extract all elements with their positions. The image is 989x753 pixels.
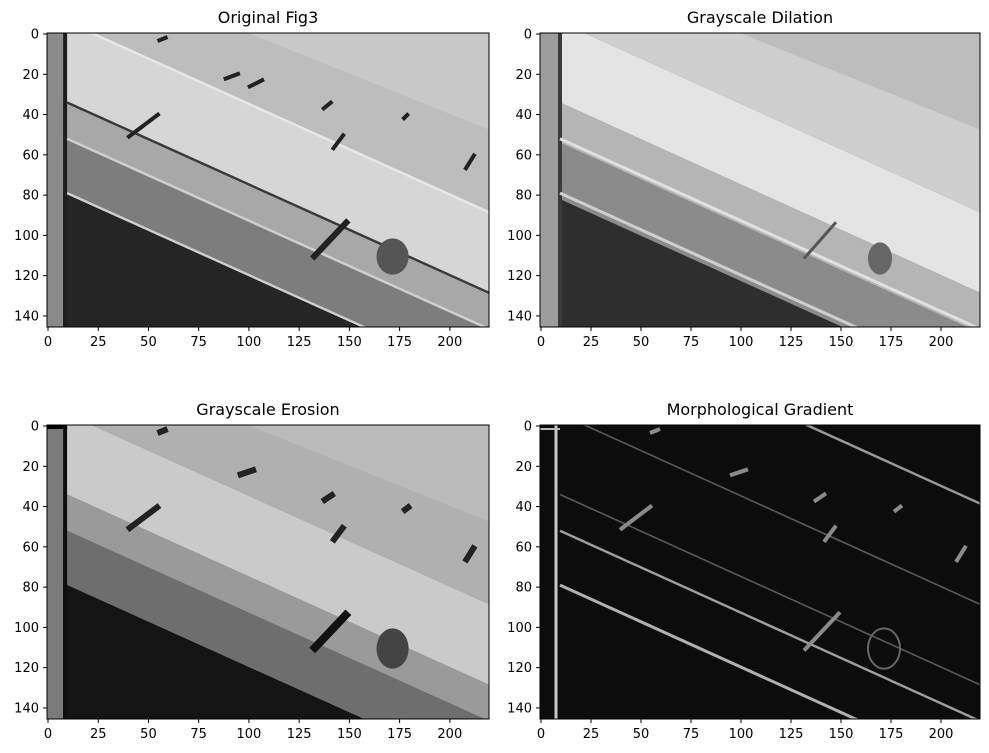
y-tick-label: 140 (507, 701, 532, 716)
panel-title: Morphological Gradient (666, 400, 854, 419)
morphology-image (540, 33, 980, 327)
y-tick-label: 20 (515, 460, 532, 475)
x-tick-label: 0 (537, 727, 545, 742)
y-tick-label: 20 (22, 68, 39, 83)
x-tick-label: 150 (337, 727, 362, 742)
y-tick-label: 80 (515, 189, 532, 204)
y-tick-label: 80 (515, 581, 532, 596)
x-tick-label: 125 (779, 727, 804, 742)
y-tick-label: 0 (31, 28, 39, 43)
x-tick-label: 25 (90, 335, 107, 350)
y-tick-label: 140 (14, 701, 39, 716)
x-tick-label: 175 (387, 727, 412, 742)
x-tick-label: 25 (583, 727, 600, 742)
x-tick-label: 100 (236, 727, 261, 742)
x-tick-label: 50 (140, 335, 157, 350)
y-tick-label: 100 (507, 229, 532, 244)
y-tick-label: 60 (515, 148, 532, 163)
y-tick-label: 60 (22, 148, 39, 163)
y-tick-label: 0 (31, 420, 39, 435)
x-tick-label: 150 (829, 727, 854, 742)
morphology-image (47, 425, 489, 719)
y-tick-label: 60 (515, 540, 532, 555)
x-tick-label: 150 (829, 335, 854, 350)
y-tick-label: 80 (22, 189, 39, 204)
y-tick-label: 120 (14, 661, 39, 676)
x-tick-label: 125 (287, 727, 312, 742)
y-tick-label: 120 (507, 269, 532, 284)
y-tick-label: 140 (14, 309, 39, 324)
x-tick-label: 200 (929, 335, 954, 350)
axes-frame (46, 424, 490, 720)
y-tick-label: 120 (507, 661, 532, 676)
y-tick-label: 40 (515, 500, 532, 515)
x-tick-label: 175 (387, 335, 412, 350)
x-tick-label: 0 (44, 335, 52, 350)
y-tick-label: 80 (22, 581, 39, 596)
axes-frame (539, 424, 981, 720)
y-tick-label: 40 (515, 108, 532, 123)
morphology-image (540, 425, 980, 719)
panel-title: Original Fig3 (217, 8, 319, 27)
x-tick-label: 125 (779, 335, 804, 350)
morphology-image (47, 33, 489, 327)
y-tick-label: 120 (14, 269, 39, 284)
x-tick-label: 0 (44, 727, 52, 742)
x-tick-label: 100 (729, 335, 754, 350)
x-tick-label: 175 (879, 335, 904, 350)
x-tick-label: 175 (879, 727, 904, 742)
x-tick-label: 100 (729, 727, 754, 742)
y-tick-label: 0 (524, 420, 532, 435)
x-tick-label: 200 (929, 727, 954, 742)
x-tick-label: 50 (633, 335, 650, 350)
y-tick-label: 100 (507, 621, 532, 636)
panel-title: Grayscale Erosion (196, 400, 340, 419)
x-tick-label: 50 (633, 727, 650, 742)
y-tick-label: 20 (22, 460, 39, 475)
y-tick-label: 0 (524, 28, 532, 43)
x-tick-label: 150 (337, 335, 362, 350)
x-tick-label: 25 (90, 727, 107, 742)
y-tick-label: 100 (14, 229, 39, 244)
panel-title: Grayscale Dilation (686, 8, 834, 27)
x-tick-label: 125 (287, 335, 312, 350)
y-tick-label: 140 (507, 309, 532, 324)
axes-frame (539, 32, 981, 328)
y-tick-label: 20 (515, 68, 532, 83)
x-tick-label: 75 (190, 335, 207, 350)
y-tick-label: 100 (14, 621, 39, 636)
x-tick-label: 200 (437, 335, 462, 350)
x-tick-label: 50 (140, 727, 157, 742)
axes-frame (46, 32, 490, 328)
x-tick-label: 75 (683, 727, 700, 742)
x-tick-label: 25 (583, 335, 600, 350)
x-tick-label: 0 (537, 335, 545, 350)
x-tick-label: 100 (236, 335, 261, 350)
y-tick-label: 60 (22, 540, 39, 555)
x-tick-label: 75 (190, 727, 207, 742)
y-tick-label: 40 (22, 108, 39, 123)
x-tick-label: 75 (683, 335, 700, 350)
x-tick-label: 200 (437, 727, 462, 742)
y-tick-label: 40 (22, 500, 39, 515)
